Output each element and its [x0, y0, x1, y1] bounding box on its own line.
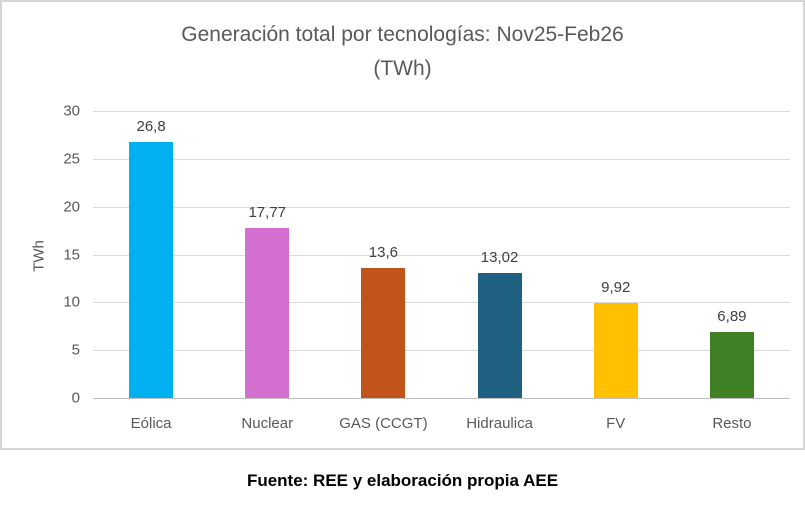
bar-value-label-4: 9,92 — [601, 279, 631, 297]
gridline-30 — [93, 111, 790, 112]
bar-value-label-2: 13,6 — [368, 243, 399, 261]
x-category-label-5: Resto — [712, 415, 752, 432]
y-tick-25: 25 — [63, 150, 80, 168]
bar-value-label-0: 26,8 — [136, 117, 166, 135]
bar-column-1: 17,77 — [209, 111, 325, 398]
y-axis-ticks: 0 5 10 15 20 25 30 — [2, 103, 80, 407]
chart-title: Generación total por tecnologías: Nov25-… — [2, 18, 803, 86]
x-category-label-3: Hidraulica — [466, 415, 533, 432]
x-category-label-4: FV — [606, 415, 626, 432]
y-tick-10: 10 — [63, 293, 80, 311]
gridline-15 — [93, 254, 790, 256]
x-category-label-2: GAS (CCGT) — [339, 415, 428, 432]
bar-value-label-1: 17,77 — [248, 204, 287, 222]
bar-0 — [129, 141, 174, 398]
bar-column-0: 26,8 — [93, 111, 209, 398]
chart-title-line-1: Generación total por tecnologías: Nov25-… — [181, 23, 624, 46]
gridline-10 — [93, 302, 790, 304]
plot-area: 26,8 17,77 13,6 13,02 9,92 6,89 — [93, 111, 790, 399]
gridline-5 — [93, 350, 790, 352]
gridline-20 — [93, 206, 790, 208]
bar-column-2: 13,6 — [325, 111, 441, 398]
y-tick-20: 20 — [63, 198, 80, 216]
y-tick-0: 0 — [71, 389, 80, 407]
bar-2 — [361, 267, 406, 398]
bar-column-5: 6,89 — [674, 111, 790, 398]
bar-value-label-5: 6,89 — [717, 308, 747, 326]
bar-value-label-3: 13,02 — [480, 249, 519, 267]
source-caption: Fuente: REE y elaboración propia AEE — [246, 471, 559, 490]
bar-4 — [593, 303, 638, 398]
x-axis-labels: Eólica Nuclear GAS (CCGT) Hidraulica FV Resto — [93, 415, 790, 437]
bar-column-3: 13,02 — [442, 111, 558, 398]
gridline-25 — [93, 158, 790, 160]
chart-container: Generación total por tecnologías: Nov25-… — [0, 0, 805, 450]
bar-3 — [477, 273, 522, 398]
chart-title-line-2: (TWh) — [373, 57, 432, 80]
bar-column-4: 9,92 — [558, 111, 674, 398]
x-category-label-0: Eólica — [130, 415, 172, 432]
y-tick-15: 15 — [63, 246, 80, 263]
bar-1 — [245, 228, 290, 398]
x-axis-line — [93, 398, 790, 399]
y-tick-30: 30 — [63, 102, 80, 120]
x-category-label-1: Nuclear — [241, 415, 294, 432]
bar-5 — [709, 332, 754, 398]
y-tick-5: 5 — [71, 341, 80, 359]
